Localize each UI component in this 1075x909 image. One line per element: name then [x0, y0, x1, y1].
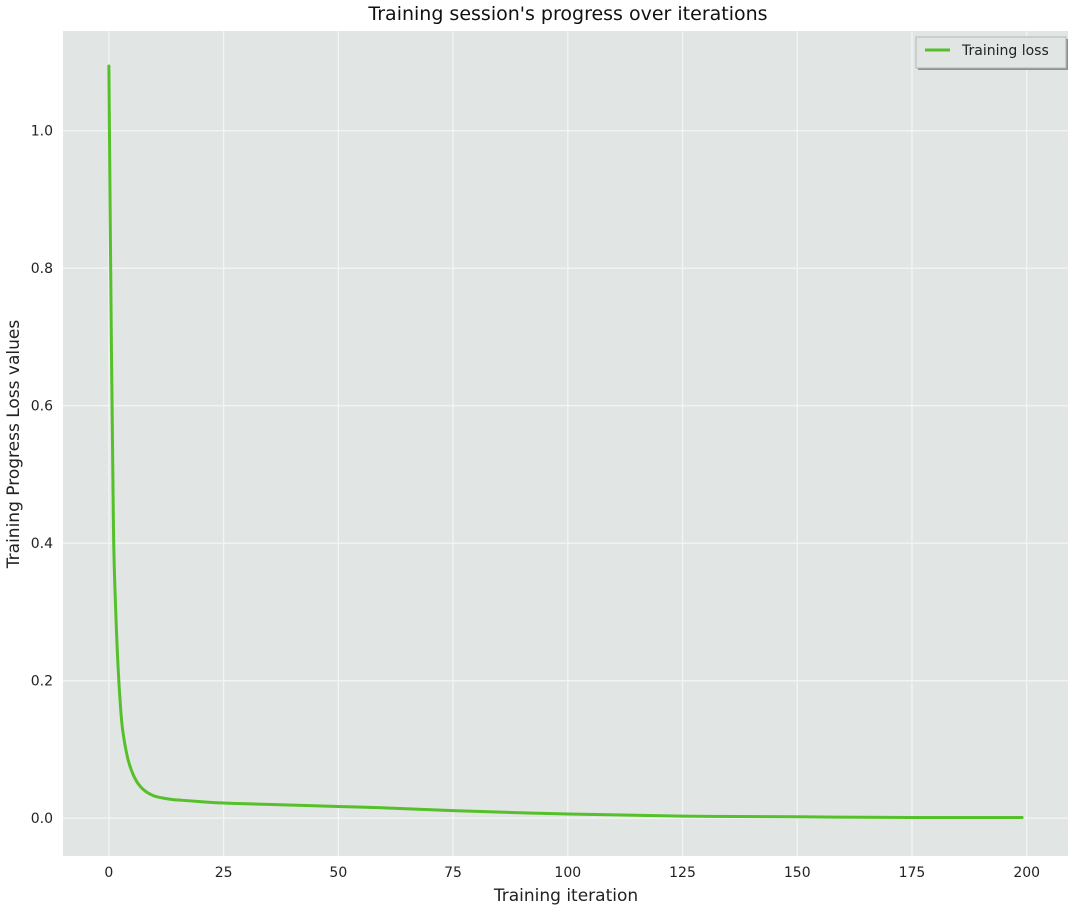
- legend: Training loss: [915, 36, 1068, 70]
- y-tick-label: 1.0: [31, 124, 53, 140]
- y-tick-label: 0.0: [31, 811, 53, 827]
- grid-lines: [63, 31, 1068, 856]
- x-tick-label: 100: [554, 865, 581, 881]
- training-loss-line: [107, 64, 1024, 820]
- x-tick-label: 125: [669, 865, 696, 881]
- legend-box: [915, 36, 1067, 69]
- x-tick-label: 0: [104, 865, 113, 881]
- x-tick-labels: 0 25 50 75 100 125 150 175 200: [104, 865, 1040, 881]
- y-tick-label: 0.4: [31, 536, 53, 552]
- y-tick-label: 0.8: [31, 261, 53, 277]
- y-tick-labels: 0.0 0.2 0.4 0.6 0.8 1.0: [31, 124, 53, 828]
- y-tick-label: 0.2: [31, 674, 53, 690]
- y-tick-label: 0.6: [31, 399, 53, 415]
- x-tick-label: 50: [329, 865, 347, 881]
- series-layer: [107, 64, 1024, 820]
- x-tick-label: 150: [784, 865, 811, 881]
- legend-label: Training loss: [961, 43, 1049, 59]
- x-tick-label: 75: [444, 865, 462, 881]
- y-axis-title: Training Progress Loss values: [4, 320, 24, 570]
- x-tick-label: 25: [215, 865, 233, 881]
- x-axis-title: Training iteration: [493, 886, 638, 906]
- chart-title: Training session's progress over iterati…: [367, 3, 767, 25]
- x-tick-label: 200: [1013, 865, 1040, 881]
- plot-area: [63, 31, 1068, 856]
- x-tick-label: 175: [899, 865, 926, 881]
